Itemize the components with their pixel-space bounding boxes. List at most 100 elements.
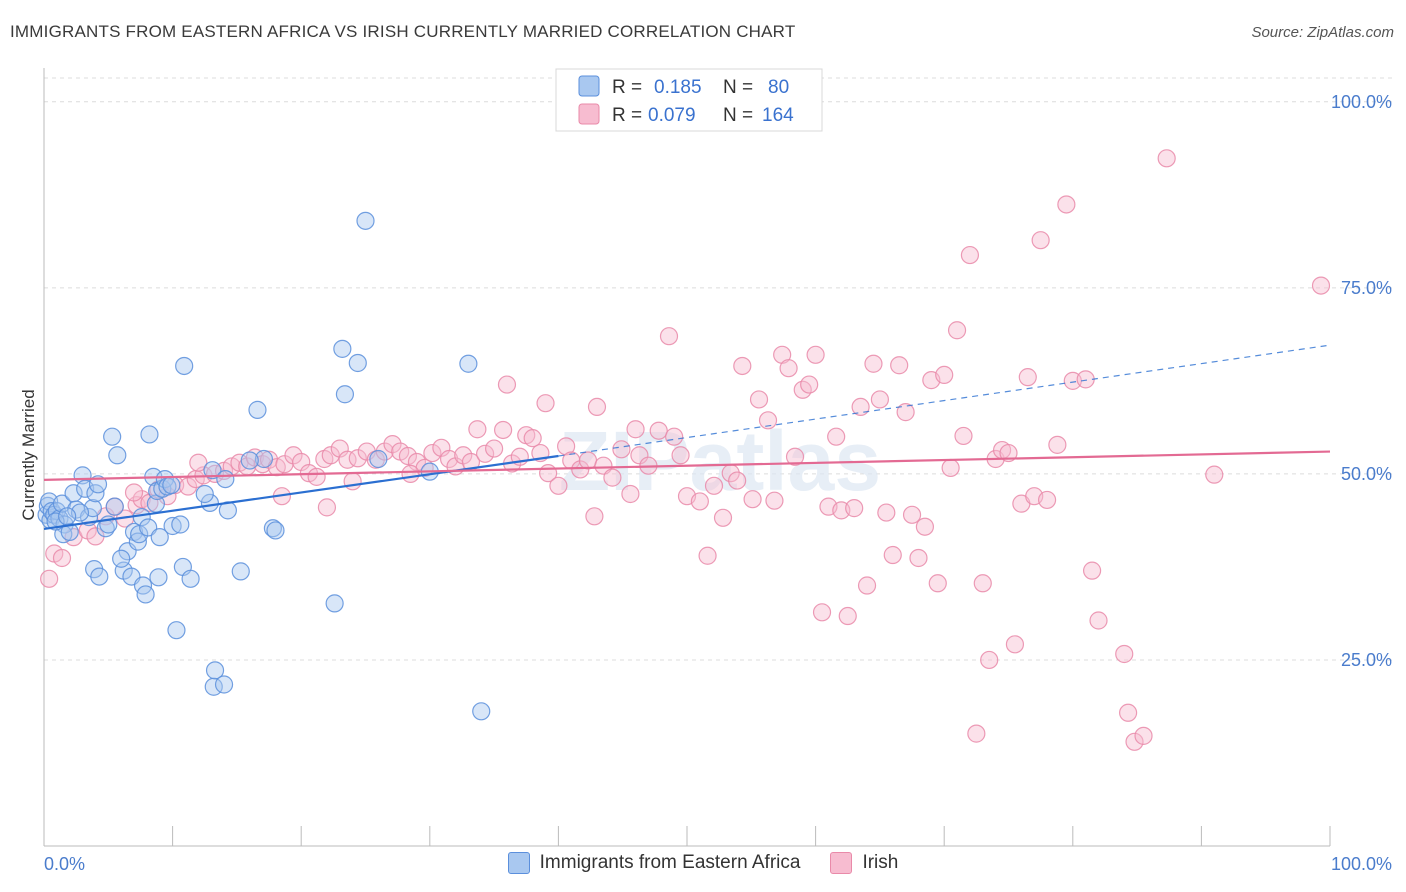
y-axis-title: Currently Married (19, 389, 38, 520)
irish-point (1125, 732, 1144, 751)
trend-lines (43, 344, 1331, 531)
irish-point (980, 650, 999, 670)
x-tick-label-start: 0.0% (44, 854, 85, 874)
legend-r-value-2: 0.079 (648, 105, 696, 126)
eastern-africa-point (216, 469, 235, 489)
irish-point (536, 394, 555, 413)
irish-point (827, 427, 846, 446)
irish-point (870, 390, 890, 409)
irish-point (494, 420, 513, 440)
irish-point (189, 453, 208, 472)
irish-point (1082, 561, 1102, 580)
irish-point (1037, 490, 1057, 510)
irish-point (973, 574, 992, 593)
irish-point (1115, 644, 1134, 664)
irish-point (587, 397, 607, 417)
eastern-africa-point (459, 354, 478, 373)
irish-point (317, 498, 337, 517)
irish-point (549, 476, 568, 495)
legend-n-label-1: N = (723, 77, 753, 98)
correlation-legend: R = 0.185 N = 80 R = 0.079 N = 164 (555, 68, 823, 132)
legend-swatch-irish (830, 852, 853, 874)
irish-point (557, 437, 576, 456)
irish-point (765, 491, 784, 510)
irish-point (806, 345, 825, 364)
eastern-africa-point (103, 427, 122, 446)
irish-point (375, 442, 394, 461)
irish-point (1089, 611, 1108, 630)
irish-point (439, 449, 459, 469)
irish-point (1057, 195, 1076, 214)
irish-point (665, 427, 684, 446)
irish-point (812, 603, 832, 622)
irish-point (877, 503, 896, 522)
irish-point (883, 545, 902, 565)
y-tick-label: 100.0% (1331, 92, 1392, 112)
irish-point (999, 443, 1018, 463)
irish-point (785, 447, 805, 466)
irish-point (947, 321, 967, 340)
eastern-africa-point (162, 475, 181, 495)
eastern-africa-point (163, 516, 182, 536)
irish-trend-line (43, 450, 1331, 481)
irish-point (954, 426, 973, 446)
eastern-africa-point (58, 507, 77, 526)
irish-point (475, 444, 495, 463)
irish-point (928, 574, 947, 593)
eastern-africa-point (90, 567, 109, 586)
irish-point (890, 356, 909, 375)
irish-point (52, 548, 72, 568)
chart-title: IMMIGRANTS FROM EASTERN AFRICA VS IRISH … (10, 22, 796, 41)
irish-point (585, 507, 604, 526)
y-tick-label: 75.0% (1341, 278, 1392, 298)
eastern-africa-point (88, 475, 108, 494)
irish-point (1157, 149, 1176, 168)
series-legend: Immigrants from Eastern Africa Irish (0, 852, 1406, 874)
eastern-africa-point (175, 356, 194, 376)
irish-point (1311, 276, 1331, 295)
eastern-africa-point (348, 353, 367, 373)
irish-point (743, 490, 762, 509)
irish-point (1048, 435, 1067, 454)
legend-r-value-1: 0.185 (654, 77, 702, 98)
irish-point (671, 446, 690, 465)
y-tick-label: 25.0% (1341, 650, 1392, 670)
eastern-africa-point (335, 385, 355, 404)
legend-swatch-eastern-africa (507, 852, 530, 874)
irish-point (713, 508, 733, 527)
irish-point (423, 443, 442, 463)
eastern-africa-point (472, 702, 491, 721)
legend-n-value-1: 80 (768, 77, 789, 98)
irish-point (758, 411, 778, 430)
y-tick-label: 50.0% (1341, 464, 1392, 484)
irish-point (1134, 726, 1153, 745)
irish-point (398, 446, 418, 466)
irish-point (857, 576, 877, 595)
irish-point (935, 365, 954, 385)
legend-label-eastern-africa: Immigrants from Eastern Africa (539, 852, 801, 873)
irish-point (845, 499, 864, 518)
legend-swatch-blue (578, 75, 600, 97)
legend-r-label-1: R = (612, 77, 642, 98)
irish-point (485, 439, 504, 458)
irish-point (704, 476, 724, 495)
irish-point (733, 356, 752, 376)
irish-point (383, 435, 402, 454)
eastern-africa-point (150, 528, 169, 547)
irish-point (343, 472, 362, 491)
eastern-africa-point (325, 594, 344, 613)
axes: 25.0% 50.0% 75.0% 100.0% 0.0% 100.0% (43, 68, 1392, 874)
eastern-africa-point (266, 521, 285, 540)
irish-point (649, 421, 668, 440)
eastern-africa-point (263, 519, 283, 538)
eastern-africa-point (356, 211, 375, 230)
eastern-africa-point (171, 515, 190, 534)
irish-point (960, 245, 980, 265)
eastern-africa-point (203, 461, 222, 480)
irish-point (690, 492, 709, 511)
irish-point (626, 420, 645, 439)
eastern-africa-point (333, 339, 352, 358)
irish-point (728, 471, 747, 490)
irish-point (1076, 370, 1095, 389)
